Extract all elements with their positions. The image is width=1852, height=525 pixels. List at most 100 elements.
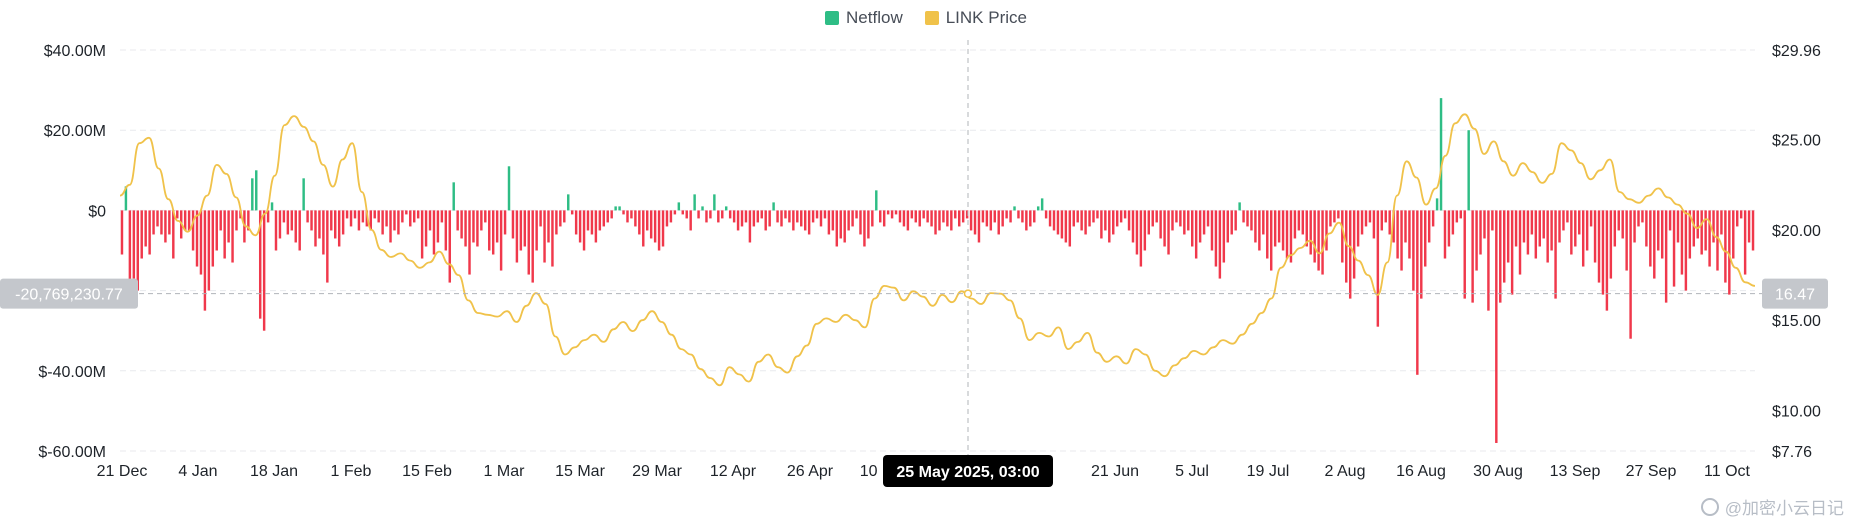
netflow-bar: [1712, 210, 1715, 243]
netflow-bar: [1289, 210, 1293, 263]
price-line: [119, 113, 1756, 387]
netflow-bar: [1522, 210, 1526, 243]
netflow-bar: [484, 210, 487, 223]
netflow-bar: [954, 210, 957, 219]
watermark-text: @加密小云日记: [1724, 499, 1844, 518]
netflow-bar: [1660, 210, 1664, 259]
right-tick-label: $29.96: [1772, 43, 1821, 60]
netflow-bar: [1119, 210, 1123, 223]
netflow-bar: [531, 210, 534, 283]
netflow-bar: [507, 166, 511, 211]
netflow-bar: [176, 210, 179, 219]
x-tick-label: 19 Jul: [1247, 463, 1290, 480]
netflow-bar: [1530, 210, 1534, 235]
netflow-bar: [934, 210, 937, 235]
netflow-bar: [578, 210, 582, 243]
netflow-bar: [1040, 198, 1044, 211]
netflow-bar: [1506, 210, 1510, 263]
netflow-bar: [653, 210, 657, 243]
netflow-bar: [669, 210, 673, 223]
netflow-bar: [1163, 210, 1166, 247]
netflow-bar: [871, 210, 874, 227]
netflow-bar: [215, 210, 218, 251]
netflow-bar: [1108, 210, 1111, 243]
crosshair-netflow-value: -20,769,230.77: [15, 287, 123, 304]
netflow-bar: [1360, 210, 1364, 235]
netflow-bar: [1123, 210, 1127, 219]
netflow-bar: [867, 210, 870, 239]
netflow-bar: [634, 210, 637, 227]
netflow-bar: [642, 210, 645, 247]
price-swatch: [924, 11, 939, 25]
netflow-bar: [120, 210, 124, 255]
netflow-bar: [1305, 210, 1308, 247]
x-tick-label: 15 Mar: [555, 463, 605, 480]
x-tick-label: 21 Jun: [1091, 463, 1139, 480]
x-tick-label: 13 Sep: [1550, 463, 1601, 480]
netflow-bar: [1266, 210, 1269, 259]
netflow-bar: [582, 210, 586, 251]
netflow-bar: [393, 210, 396, 231]
netflow-bar: [1230, 210, 1233, 235]
netflow-bar: [586, 210, 590, 231]
netflow-bar: [1242, 210, 1245, 223]
legend-item-price[interactable]: LINK Price: [924, 8, 1027, 28]
netflow-bar: [1558, 210, 1561, 243]
left-tick-label: $-40.00M: [38, 364, 106, 381]
netflow-bar: [488, 210, 491, 251]
left-tick-label: $40.00M: [44, 43, 106, 60]
x-axis: 21 Dec 4 Jan 18 Jan 1 Feb 15 Feb 1 Mar 15 Mar 2…: [97, 463, 1751, 480]
netflow-bar: [286, 210, 290, 235]
netflow-bar: [1503, 210, 1506, 283]
netflow-bar: [314, 210, 317, 247]
netflow-bar: [859, 210, 862, 235]
netflow-bar: [1321, 210, 1324, 275]
netflow-bar: [1416, 210, 1419, 375]
netflow-bar: [1135, 210, 1139, 255]
netflow-bar: [1100, 210, 1103, 239]
netflow-bar: [1068, 210, 1072, 247]
right-tick-label: $25.00: [1772, 133, 1821, 150]
left-tick-label: $-60.00M: [38, 444, 106, 461]
netflow-bar: [1483, 210, 1486, 239]
netflow-bar: [480, 210, 483, 231]
netflow-bar: [1499, 210, 1502, 303]
netflow-bar: [1269, 210, 1273, 271]
netflow-bar: [784, 210, 787, 219]
netflow-bar: [1151, 210, 1154, 227]
netflow-bar: [183, 210, 187, 231]
netflow-bar: [618, 206, 621, 211]
crosshair-price-box: [1762, 278, 1828, 309]
netflow-bar: [231, 210, 234, 263]
legend-item-netflow[interactable]: Netflow: [825, 8, 903, 28]
netflow-bar: [993, 210, 996, 223]
netflow-bar: [322, 210, 325, 255]
netflow-bar: [1676, 210, 1680, 243]
netflow-bar: [1692, 210, 1696, 247]
netflow-bar: [1542, 210, 1545, 239]
netflow-bar: [1104, 210, 1107, 231]
netflow-bar: [1463, 210, 1466, 299]
right-tick-label: $20.00: [1772, 223, 1821, 240]
netflow-bar: [341, 210, 345, 235]
netflow-bar: [1356, 210, 1360, 247]
netflow-bar: [472, 210, 475, 243]
netflow-bar: [1668, 210, 1672, 231]
netflow-bar: [1301, 210, 1305, 235]
netflow-bar: [906, 210, 910, 231]
netflow-bar: [855, 210, 858, 219]
netflow-bar: [1704, 210, 1707, 251]
netflow-bar: [294, 210, 297, 243]
netflow-bar: [1672, 210, 1676, 287]
netflow-bar: [310, 210, 313, 231]
netflow-bar: [1060, 210, 1064, 239]
netflow-bar: [160, 210, 163, 235]
netflow-bar: [1218, 210, 1222, 279]
netflow-bar: [278, 210, 282, 239]
netflow-bar: [148, 210, 151, 255]
x-tick-label: 16 Aug: [1396, 463, 1446, 480]
netflow-bar: [567, 194, 570, 211]
netflow-bar: [1348, 210, 1352, 299]
netflow-bar: [1526, 210, 1530, 255]
